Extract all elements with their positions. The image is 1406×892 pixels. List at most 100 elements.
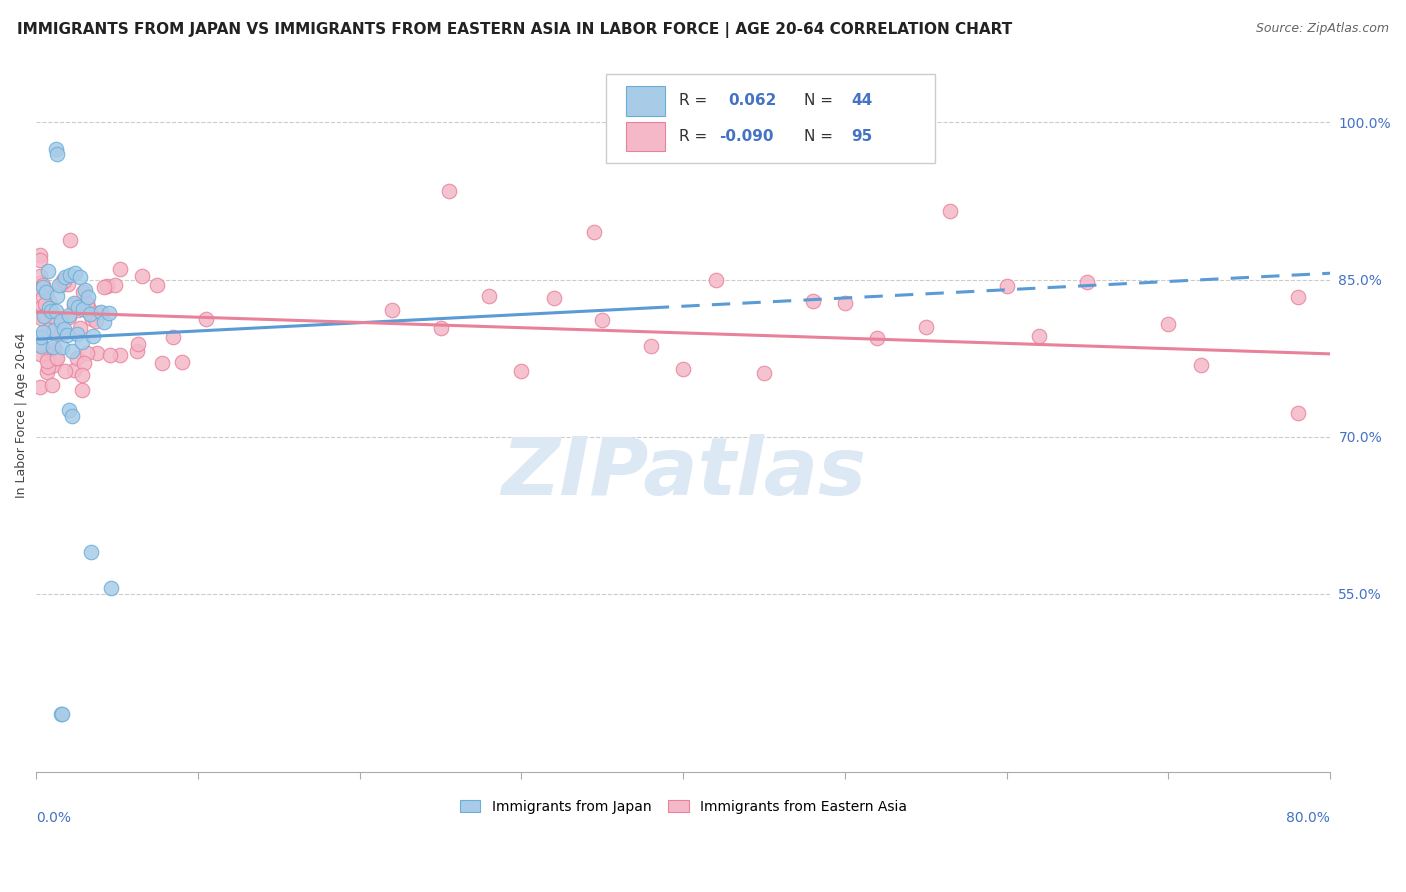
Point bbox=[86, 346, 108, 360]
Point bbox=[131, 269, 153, 284]
Point bbox=[51, 707, 73, 722]
Point bbox=[82, 328, 104, 343]
Point bbox=[150, 355, 173, 369]
Point bbox=[37, 348, 59, 362]
Text: Source: ZipAtlas.com: Source: ZipAtlas.com bbox=[1256, 22, 1389, 36]
Point bbox=[37, 353, 59, 368]
Point bbox=[72, 368, 94, 383]
Point bbox=[52, 274, 75, 288]
Point bbox=[127, 343, 149, 358]
Point bbox=[60, 343, 83, 358]
Text: R =: R = bbox=[679, 129, 707, 144]
Point bbox=[63, 363, 86, 377]
Point bbox=[76, 296, 98, 310]
Point bbox=[28, 248, 51, 262]
Point bbox=[45, 351, 67, 365]
Point bbox=[478, 289, 501, 303]
Point bbox=[752, 366, 775, 380]
Point bbox=[53, 364, 76, 378]
Point bbox=[58, 310, 80, 324]
Point bbox=[96, 279, 118, 293]
Point bbox=[37, 322, 59, 336]
Point bbox=[80, 312, 103, 326]
Point bbox=[194, 312, 217, 326]
Text: 0.062: 0.062 bbox=[728, 94, 778, 109]
Point bbox=[37, 264, 59, 278]
Point bbox=[583, 226, 606, 240]
Point bbox=[59, 233, 82, 247]
Point bbox=[84, 314, 107, 328]
Point bbox=[704, 273, 727, 287]
FancyBboxPatch shape bbox=[626, 86, 665, 116]
Point bbox=[34, 297, 56, 311]
Point bbox=[28, 308, 51, 322]
Point bbox=[86, 306, 108, 320]
Text: N =: N = bbox=[803, 129, 832, 144]
Point bbox=[44, 358, 66, 372]
Point bbox=[49, 326, 72, 341]
Point bbox=[28, 337, 51, 351]
Point bbox=[79, 307, 101, 321]
Point bbox=[28, 330, 51, 344]
Point bbox=[58, 277, 80, 291]
Point bbox=[30, 330, 52, 344]
Point bbox=[640, 339, 662, 353]
FancyBboxPatch shape bbox=[626, 121, 665, 152]
Point bbox=[58, 308, 80, 322]
Point bbox=[35, 285, 58, 299]
Point bbox=[28, 283, 51, 297]
Y-axis label: In Labor Force | Age 20-64: In Labor Force | Age 20-64 bbox=[15, 333, 28, 499]
Point bbox=[39, 310, 62, 324]
Point bbox=[100, 582, 122, 596]
Point bbox=[381, 303, 404, 318]
Point bbox=[31, 280, 53, 294]
Point bbox=[110, 262, 132, 277]
Point bbox=[28, 380, 51, 394]
Point bbox=[49, 277, 72, 292]
Point bbox=[72, 383, 94, 397]
Point bbox=[72, 301, 94, 316]
Point bbox=[67, 300, 90, 314]
Point bbox=[93, 280, 115, 294]
Point bbox=[41, 351, 63, 366]
Point bbox=[44, 343, 66, 357]
Point bbox=[62, 295, 84, 310]
Point bbox=[170, 355, 193, 369]
Point bbox=[28, 253, 51, 268]
Point bbox=[104, 278, 127, 293]
Point bbox=[45, 304, 67, 318]
Text: R =: R = bbox=[679, 94, 707, 109]
Point bbox=[28, 347, 51, 361]
Point bbox=[51, 340, 73, 354]
Point bbox=[672, 362, 695, 376]
Point bbox=[49, 314, 72, 328]
Text: ZIPatlas: ZIPatlas bbox=[501, 434, 866, 512]
Point bbox=[66, 326, 89, 341]
Point bbox=[90, 304, 112, 318]
Point bbox=[42, 323, 65, 337]
Point bbox=[31, 299, 53, 313]
FancyBboxPatch shape bbox=[606, 74, 935, 163]
Point bbox=[30, 311, 52, 326]
Point bbox=[42, 310, 65, 325]
Point bbox=[37, 365, 59, 379]
Point bbox=[914, 320, 936, 334]
Point bbox=[98, 306, 121, 320]
Point bbox=[63, 266, 86, 280]
Point bbox=[73, 356, 96, 370]
Point bbox=[429, 320, 451, 334]
Point bbox=[69, 269, 91, 284]
Point bbox=[834, 296, 856, 310]
Point bbox=[28, 276, 51, 290]
Point bbox=[73, 283, 96, 297]
Point bbox=[995, 279, 1018, 293]
Point bbox=[108, 348, 131, 362]
Point bbox=[66, 302, 89, 317]
Point bbox=[37, 351, 59, 365]
Point bbox=[32, 278, 55, 293]
Text: IMMIGRANTS FROM JAPAN VS IMMIGRANTS FROM EASTERN ASIA IN LABOR FORCE | AGE 20-64: IMMIGRANTS FROM JAPAN VS IMMIGRANTS FROM… bbox=[17, 22, 1012, 38]
Point bbox=[46, 351, 69, 365]
Point bbox=[59, 268, 82, 282]
Point bbox=[939, 204, 962, 219]
Point bbox=[866, 331, 889, 345]
